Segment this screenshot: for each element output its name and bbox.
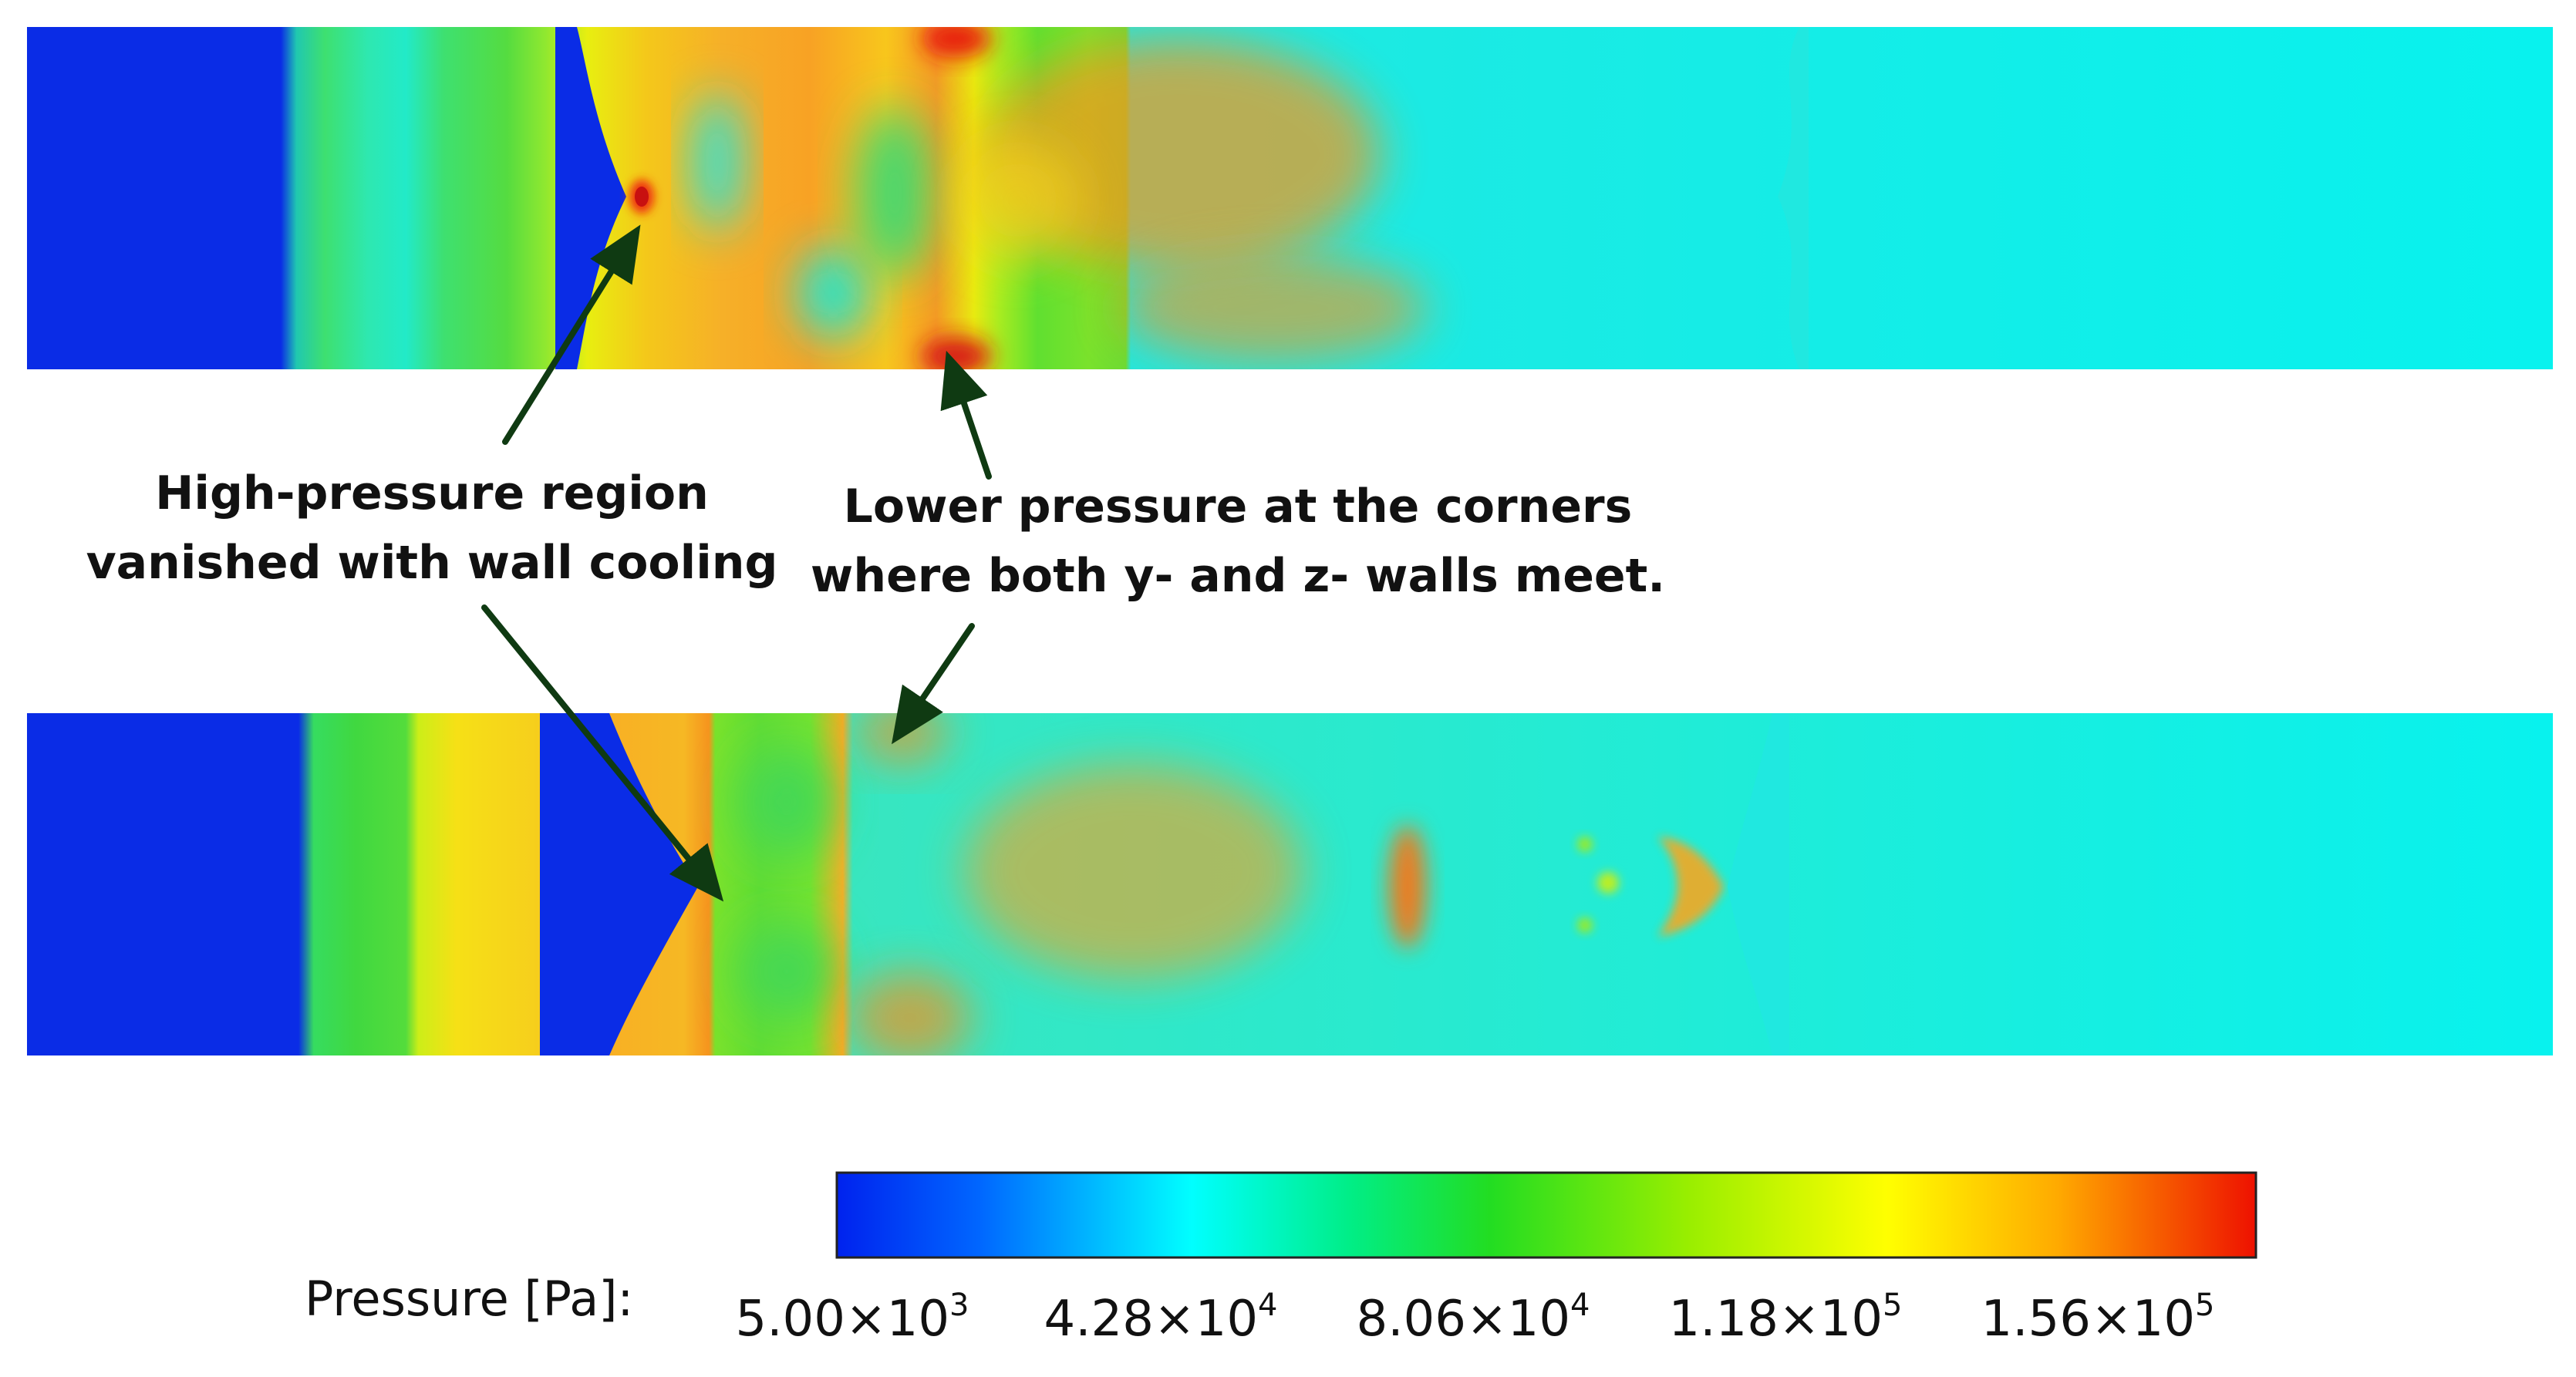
shock-front-top	[555, 27, 626, 369]
chevron-feature	[1658, 837, 1724, 937]
shock-front-top-right	[1778, 27, 1809, 369]
annotation-high-pressure-line2: vanished with wall cooling	[86, 536, 778, 590]
annotation-arrows	[481, 224, 992, 902]
colorbar-tick-4-mantissa: 1.56	[1981, 1291, 2091, 1348]
colorbar-tick-0-mantissa: 5.00	[735, 1291, 845, 1348]
contour-panel-top	[27, 27, 2553, 369]
arrow-to-bottom-corner	[892, 623, 975, 745]
colorbar-tick-1-exponent: 4	[1258, 1288, 1278, 1323]
colorbar-title: Pressure [Pa]:	[305, 1271, 634, 1327]
colorbar-tick-0-exponent: 3	[949, 1288, 969, 1323]
colorbar-tick-3-mantissa: 1.18	[1668, 1291, 1779, 1348]
annotation-high-pressure: High-pressure region vanished with wall …	[85, 459, 779, 598]
colorbar-tick-2: 8.06×104	[1356, 1288, 1590, 1348]
colorbar-tick-1: 4.28×104	[1044, 1288, 1278, 1348]
colorbar-strip	[835, 1171, 2257, 1259]
arrow-to-top-corner	[940, 350, 992, 480]
colorbar-tick-3-exponent: 5	[1883, 1288, 1903, 1323]
contour-panel-bottom	[27, 713, 2553, 1055]
colorbar-tick-3: 1.18×105	[1668, 1288, 1903, 1348]
annotation-lower-pressure-line2: where both y- and z- walls meet.	[810, 549, 1666, 603]
arrow-to-high-pressure-spot	[502, 224, 641, 445]
colorbar-tick-2-exponent: 4	[1570, 1288, 1590, 1323]
colorbar-tick-4: 1.56×105	[1981, 1288, 2215, 1348]
shock-front-bottom-right	[1728, 713, 1789, 1055]
colorbar-tick-1-mantissa: 4.28	[1044, 1291, 1154, 1348]
shock-front-bottom	[540, 713, 698, 1055]
colorbar-tick-4-exponent: 5	[2195, 1288, 2215, 1323]
colorbar	[835, 1171, 2257, 1259]
colorbar-tick-0: 5.00×103	[735, 1288, 969, 1348]
annotation-lower-pressure-line1: Lower pressure at the corners	[843, 480, 1633, 534]
annotation-lower-pressure: Lower pressure at the corners where both…	[794, 472, 1681, 611]
colorbar-tick-2-mantissa: 8.06	[1356, 1291, 1466, 1348]
arrow-to-vanished-region	[481, 604, 724, 902]
annotation-high-pressure-line1: High-pressure region	[155, 466, 709, 520]
